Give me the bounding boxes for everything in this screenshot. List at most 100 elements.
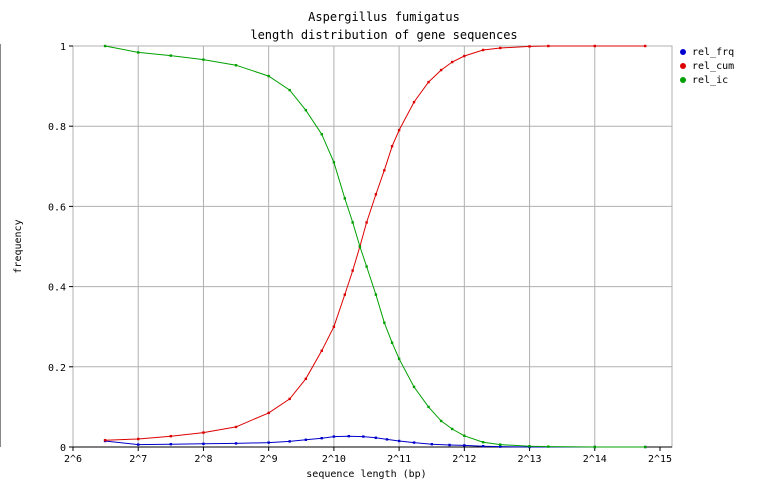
data-point-rel-ic [499, 443, 502, 446]
chart-subtitle: length distribution of gene sequences [250, 28, 518, 42]
data-point-rel-frq [267, 441, 270, 444]
data-point-rel-ic [383, 321, 386, 324]
data-point-rel-ic [351, 221, 354, 224]
data-point-rel-frq [412, 441, 416, 444]
data-point-rel-cum [547, 44, 550, 48]
x-tick-label: 2^9 [260, 454, 278, 465]
data-point-rel-frq [320, 436, 323, 440]
data-point-rel-cum [288, 397, 291, 401]
data-point-rel-frq [347, 434, 351, 438]
legend-swatch-rel-frq [680, 49, 686, 55]
data-point-rel-ic [450, 427, 454, 431]
data-point-rel-frq [288, 440, 291, 443]
y-axis-label: frequency [13, 219, 24, 273]
data-point-rel-cum [343, 293, 347, 296]
x-axis-label: sequence length (bp) [306, 469, 426, 480]
data-point-rel-cum [320, 349, 323, 352]
data-point-rel-ic [390, 341, 394, 344]
data-point-rel-cum [499, 46, 502, 50]
data-point-rel-cum [481, 48, 485, 52]
series-layer [103, 44, 647, 449]
data-point-rel-ic [439, 419, 443, 423]
data-point-rel-frq [202, 442, 205, 445]
data-point-rel-frq [169, 442, 173, 446]
x-tick-label: 2^10 [322, 454, 346, 465]
data-point-rel-cum [365, 221, 368, 224]
data-point-rel-frq [137, 443, 140, 446]
data-point-rel-ic [481, 440, 485, 444]
axis-layer: 2^6 2^7 2^8 2^9 2^10 2^11 2^12 2^13 2^14 2^15 0 0.2… [48, 42, 672, 465]
x-tick-label: 2^15 [648, 454, 672, 465]
data-point-rel-frq [304, 438, 308, 441]
data-point-rel-cum [332, 325, 336, 328]
grid-layer [72, 45, 673, 448]
data-point-rel-ic [358, 245, 362, 248]
label-layer: sequence length (bp) frequency [13, 219, 427, 480]
x-tick-label: 2^11 [387, 454, 411, 465]
legend-swatch-rel-ic [680, 77, 686, 83]
data-point-rel-cum [137, 437, 140, 441]
data-point-rel-ic [593, 445, 596, 449]
legend-item-rel-frq: rel_frq [680, 45, 734, 59]
data-point-rel-ic [288, 88, 291, 92]
x-tick-label: 2^14 [583, 454, 607, 465]
data-point-rel-ic [343, 197, 347, 200]
data-point-rel-ic [169, 54, 173, 57]
data-point-rel-frq [385, 438, 389, 441]
data-point-rel-frq [448, 443, 451, 447]
legend-label-rel-frq: rel_frq [692, 46, 735, 58]
data-point-rel-frq [499, 445, 502, 448]
legend-label-rel-cum: rel_cum [692, 60, 735, 72]
y-tick-label: 0.2 [48, 363, 66, 374]
data-point-rel-cum [267, 411, 270, 415]
data-point-rel-cum [397, 129, 401, 132]
y-tick-label: 0 [60, 443, 66, 454]
data-point-rel-cum [528, 45, 531, 48]
data-point-rel-cum [463, 54, 466, 58]
data-point-rel-ic [234, 64, 238, 67]
plot-frame [72, 45, 673, 448]
legend-label-rel-ic: rel_ic [692, 74, 729, 86]
series-line-rel-ic [105, 45, 646, 448]
data-point-rel-frq [430, 442, 434, 446]
data-point-rel-cum [439, 68, 443, 72]
data-point-rel-ic [365, 265, 368, 268]
data-point-rel-frq [397, 439, 401, 443]
data-point-rel-frq [332, 435, 336, 438]
x-tick-label: 2^7 [129, 454, 147, 465]
data-point-rel-frq [362, 435, 365, 438]
legend-item-rel-cum: rel_cum [680, 59, 734, 73]
data-point-rel-ic [644, 445, 647, 449]
data-point-rel-ic [547, 445, 550, 448]
data-point-rel-cum [103, 438, 107, 442]
data-point-rel-ic [427, 405, 430, 409]
data-point-rel-ic [463, 434, 466, 437]
legend-item-rel-ic: rel_ic [680, 73, 734, 87]
y-tick-label: 0.4 [48, 283, 66, 294]
legend-swatch-rel-cum [680, 63, 686, 69]
legend: rel_frq rel_cum rel_ic [680, 45, 734, 87]
data-point-rel-ic [320, 133, 323, 136]
data-point-rel-ic [374, 293, 378, 296]
data-point-rel-cum [202, 431, 205, 434]
data-point-rel-cum [427, 80, 430, 84]
data-point-rel-ic [137, 51, 140, 54]
data-point-rel-cum [390, 145, 394, 148]
data-point-rel-ic [103, 44, 107, 48]
data-point-rel-frq [374, 436, 378, 439]
y-tick-label: 1 [60, 42, 66, 53]
data-point-rel-cum [169, 434, 173, 438]
data-point-rel-cum [450, 60, 454, 64]
y-tick-label: 0.8 [48, 122, 66, 133]
x-tick-label: 2^6 [64, 454, 82, 465]
data-point-rel-cum [593, 44, 596, 48]
x-tick-label: 2^12 [452, 454, 476, 465]
y-tick-label: 0.6 [48, 202, 66, 213]
x-tick-label: 2^13 [518, 454, 542, 465]
data-point-rel-frq [481, 444, 485, 448]
data-point-rel-cum [383, 169, 386, 172]
data-point-rel-ic [267, 74, 270, 78]
x-tick-label: 2^8 [194, 454, 212, 465]
data-point-rel-ic [528, 444, 531, 448]
